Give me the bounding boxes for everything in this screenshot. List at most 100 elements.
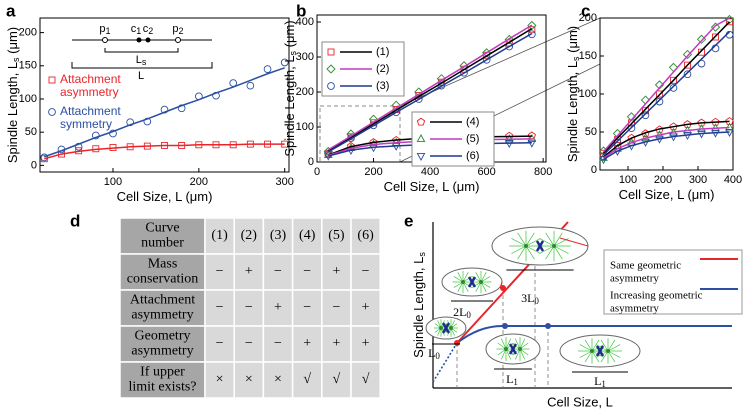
table-cell <box>291 361 323 399</box>
chromosome <box>595 345 605 357</box>
microtubule <box>511 238 527 247</box>
inset-label: p1 <box>99 23 110 36</box>
inset-bracket <box>104 48 179 53</box>
cell-text: asymmetry <box>131 308 193 323</box>
x-tick-label: 300 <box>276 176 294 188</box>
table-cell <box>119 361 206 399</box>
x-tick-label: 200 <box>364 166 382 178</box>
microtubule <box>553 245 563 260</box>
point <box>323 152 333 161</box>
microtubule <box>553 245 569 254</box>
pole <box>552 244 556 248</box>
point <box>710 22 721 32</box>
panel-label: d <box>70 211 80 230</box>
cell-text: Geometry <box>135 329 191 344</box>
arrow <box>499 281 503 289</box>
point <box>327 82 335 90</box>
microtubule <box>539 245 555 254</box>
x-tick-label: 200 <box>654 174 672 186</box>
cell-text: − <box>245 336 253 351</box>
panel-label: b <box>296 1 306 20</box>
x-axis-label: Cell Size, L (μm) <box>384 179 480 194</box>
subscript: s <box>571 56 581 61</box>
subscript: 1 <box>136 26 141 36</box>
legend-text: Attachment <box>60 104 121 118</box>
y-tick-label: 200 <box>579 12 597 24</box>
text-part: Spindle Length, L <box>565 61 580 162</box>
table-cell <box>321 361 352 399</box>
x-axis-label: Cell Size, L (μm) <box>619 187 715 202</box>
cell-text: − <box>216 300 224 315</box>
legend-text: Attachment <box>60 72 121 86</box>
cell-text: Mass <box>148 257 178 272</box>
microtubule <box>607 344 621 352</box>
y-axis-label: Spindle Length, Ls (μm) <box>5 27 21 163</box>
chromosome <box>441 322 451 334</box>
dot <box>454 340 460 346</box>
text-part: Cell Size, L (μm) <box>384 179 480 194</box>
fit-line <box>44 67 285 158</box>
legend-text: asymmetry <box>60 85 119 99</box>
inset-label: c1 <box>131 23 142 36</box>
axis-label: Cell Size, L <box>547 394 613 409</box>
cell-text: (2) <box>241 228 258 243</box>
y-tick-label: 100 <box>579 88 597 100</box>
text-part: L <box>138 70 144 82</box>
y-tick-label: 400 <box>296 16 314 28</box>
table-cell <box>204 253 235 291</box>
fit-line <box>602 17 730 153</box>
point <box>346 141 356 150</box>
text-part: (μm) <box>5 27 20 58</box>
point <box>48 108 56 116</box>
cell-text: − <box>245 300 253 315</box>
point <box>48 76 56 84</box>
label-part: L <box>428 346 435 360</box>
cell-text: limit exists? <box>128 380 196 395</box>
table-cell <box>350 361 381 399</box>
microtubule <box>579 350 593 358</box>
label-part: 2L <box>453 305 466 319</box>
text-part: Cell Size, L (μm) <box>619 187 715 202</box>
point <box>263 65 272 73</box>
fit-line <box>327 28 533 152</box>
text-part: (μm) <box>565 26 580 57</box>
cell-text: − <box>362 264 370 279</box>
text-part: c <box>143 23 149 35</box>
fit-line <box>603 126 730 159</box>
microtubule <box>591 350 600 363</box>
cell-text: asymmetry <box>131 344 193 359</box>
chromosome <box>508 343 518 355</box>
axis-label: Spindle Length, Ls <box>411 252 427 358</box>
x-tick-label: 400 <box>724 174 742 186</box>
x-tick-label: 200 <box>190 176 208 188</box>
microtubule <box>607 339 616 352</box>
label-sub: 1 <box>601 379 606 389</box>
legend-text: (1) <box>376 46 389 58</box>
cell-text: − <box>216 336 224 351</box>
length-label: 3L0 <box>521 291 539 306</box>
legend-box <box>603 249 743 315</box>
subscript: s <box>288 50 298 55</box>
length-label: L1 <box>594 374 606 389</box>
cell-text: + <box>332 264 340 279</box>
microtubule <box>525 232 535 247</box>
microtubule <box>584 350 593 363</box>
table-cell <box>291 217 323 255</box>
y-axis-label: Spindle Length, Ls (μm) <box>565 26 581 162</box>
inset-label: c2 <box>143 23 154 36</box>
cell-text: × <box>245 372 253 387</box>
legend-text: (4) <box>466 116 479 128</box>
x-tick-label: 400 <box>421 166 439 178</box>
point <box>369 138 378 146</box>
subscript: 1 <box>106 26 111 36</box>
cell-text: − <box>303 300 311 315</box>
x-tick-label: 0 <box>314 166 320 178</box>
table-cell <box>119 289 206 327</box>
y-tick-label: 300 <box>296 51 314 63</box>
cell-text: (6) <box>357 228 374 243</box>
cell-text: + <box>362 300 370 315</box>
point <box>656 90 663 98</box>
cell-text: − <box>274 264 282 279</box>
microtubule <box>517 232 527 247</box>
point <box>641 111 650 120</box>
